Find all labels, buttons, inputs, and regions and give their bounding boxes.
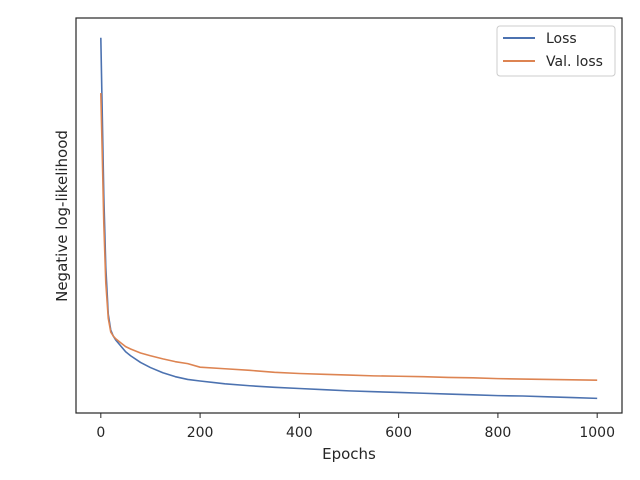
x-axis: 0 200 400 600 800 1000 bbox=[96, 413, 615, 441]
x-tick-label: 400 bbox=[286, 425, 313, 441]
legend-label-val-loss: Val. loss bbox=[546, 54, 603, 70]
series-layer bbox=[100, 37, 598, 400]
x-tick-label: 800 bbox=[485, 425, 512, 441]
legend-label-loss: Loss bbox=[546, 31, 577, 47]
x-tick-label: 600 bbox=[385, 425, 412, 441]
x-tick-label: 0 bbox=[96, 425, 105, 441]
x-tick-label: 1000 bbox=[579, 425, 615, 441]
series-line-val-loss bbox=[100, 93, 598, 382]
x-tick-label: 200 bbox=[187, 425, 214, 441]
x-axis-label: Epochs bbox=[322, 445, 376, 463]
plot-area bbox=[75, 17, 623, 414]
legend: Loss Val. loss bbox=[496, 25, 616, 77]
y-axis-label: Negative log-likelihood bbox=[53, 130, 71, 302]
